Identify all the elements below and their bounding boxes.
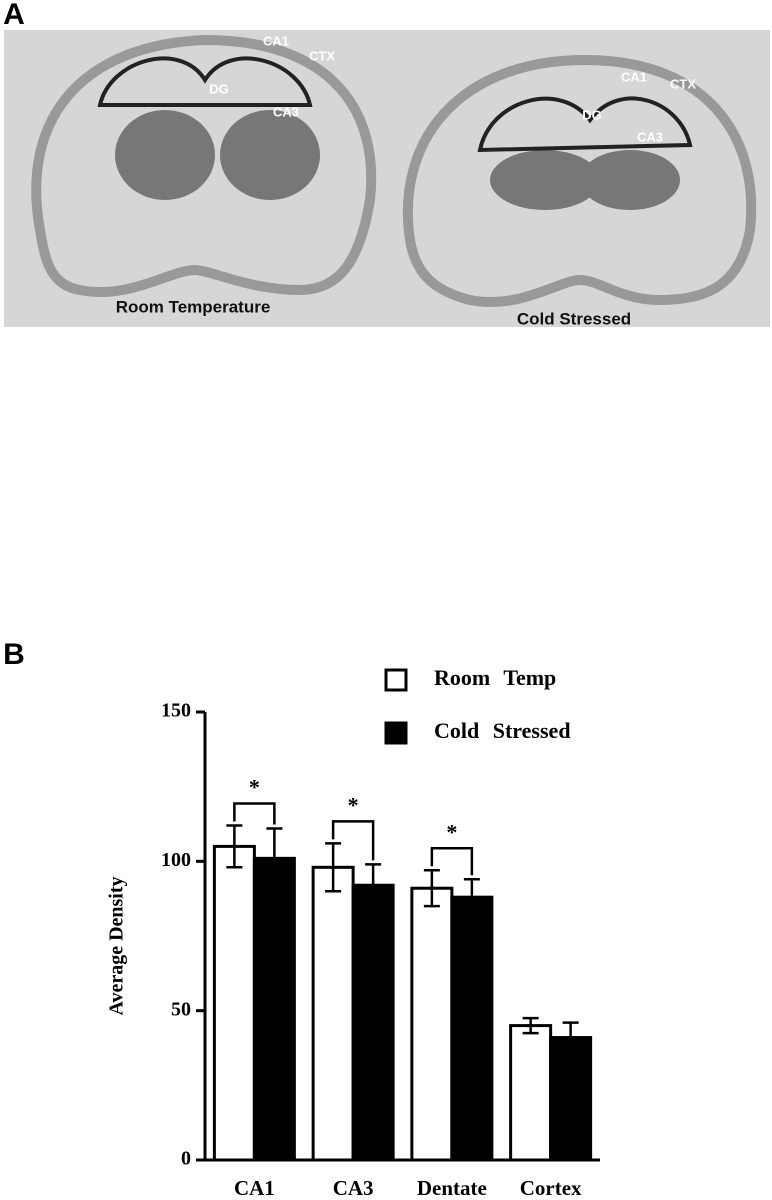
error-bar xyxy=(226,824,243,869)
region-label: CTX xyxy=(309,48,335,63)
bar xyxy=(311,865,355,1162)
x-tick-label: Dentate xyxy=(417,1176,487,1200)
region-label: DG xyxy=(209,81,229,96)
legend-label: Room Temp xyxy=(434,665,556,690)
brain-dark-region xyxy=(115,110,680,210)
legend-label: Cold Stressed xyxy=(434,718,571,743)
bar xyxy=(509,1024,553,1162)
significance-marker: * xyxy=(446,819,457,844)
region-label: CA1 xyxy=(263,33,289,48)
image-caption: Room Temperature xyxy=(116,297,271,316)
x-tick-label: CA3 xyxy=(333,1176,374,1200)
image-caption: Cold Stressed xyxy=(517,309,631,328)
error-bar xyxy=(562,1021,579,1054)
significance-marker: * xyxy=(249,775,260,800)
legend-swatch xyxy=(384,721,408,745)
region-label: CA3 xyxy=(637,129,663,144)
bar xyxy=(410,886,454,1162)
region-label: CA1 xyxy=(621,69,647,84)
region-label: DG xyxy=(582,107,602,122)
y-tick-label: 100 xyxy=(161,849,191,871)
x-tick-label: Cortex xyxy=(520,1176,582,1200)
error-bar xyxy=(423,869,440,908)
error-bar xyxy=(522,1016,539,1035)
y-tick-label: 0 xyxy=(181,1148,191,1170)
significance-marker: * xyxy=(348,792,359,817)
significance-bracket xyxy=(430,847,474,876)
significance-bracket xyxy=(233,802,276,825)
bar xyxy=(252,856,296,1162)
y-tick-label: 150 xyxy=(161,700,191,722)
bar xyxy=(450,895,494,1162)
panel-label: B xyxy=(3,638,25,671)
hippocampus xyxy=(97,56,693,153)
y-axis-label: Average Density xyxy=(106,876,128,1015)
bar xyxy=(351,883,395,1162)
error-bar xyxy=(463,878,480,917)
y-tick-label: 50 xyxy=(171,998,191,1020)
region-label: CTX xyxy=(670,76,696,91)
bar xyxy=(549,1036,593,1162)
significance-bracket xyxy=(331,820,375,861)
legend-swatch xyxy=(384,668,408,692)
bar xyxy=(212,844,256,1162)
error-bar xyxy=(365,863,382,908)
error-bar xyxy=(266,827,283,890)
error-bar xyxy=(325,842,342,893)
region-label: CA3 xyxy=(273,104,299,119)
x-tick-label: CA1 xyxy=(234,1176,275,1200)
panel-label: A xyxy=(3,0,25,31)
brain-outline xyxy=(31,34,757,307)
